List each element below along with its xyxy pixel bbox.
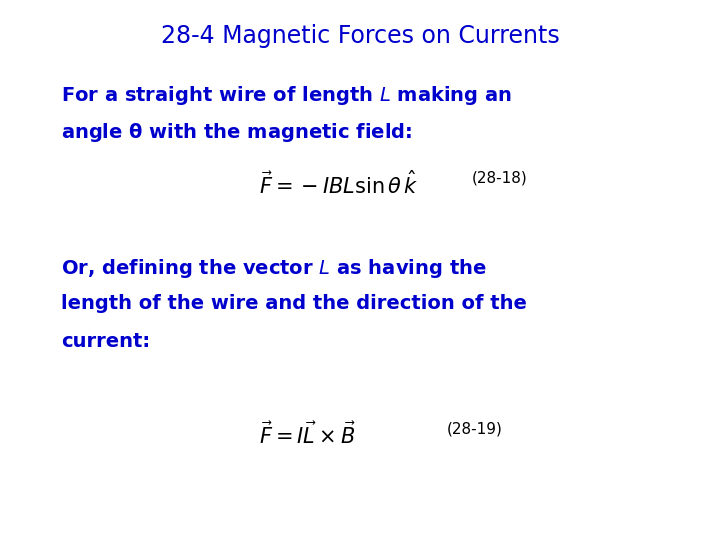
- Text: (28-18): (28-18): [472, 170, 527, 185]
- Text: $\vec{F} = I\vec{L} \times \vec{B}$: $\vec{F} = I\vec{L} \times \vec{B}$: [259, 421, 356, 448]
- Text: length of the wire and the direction of the: length of the wire and the direction of …: [61, 294, 527, 313]
- Text: Or, defining the vector $\mathit{L}$ as having the: Or, defining the vector $\mathit{L}$ as …: [61, 256, 487, 280]
- Text: current:: current:: [61, 332, 150, 351]
- Text: For a straight wire of length $\mathit{L}$ making an: For a straight wire of length $\mathit{L…: [61, 84, 513, 107]
- Text: $\vec{F} = -IBL\sin\theta\,\hat{k}$: $\vec{F} = -IBL\sin\theta\,\hat{k}$: [259, 170, 419, 198]
- Text: angle $\mathbf{\theta}$ with the magnetic field:: angle $\mathbf{\theta}$ with the magneti…: [61, 122, 413, 145]
- Text: (28-19): (28-19): [446, 421, 503, 436]
- Text: 28-4 Magnetic Forces on Currents: 28-4 Magnetic Forces on Currents: [161, 24, 559, 48]
